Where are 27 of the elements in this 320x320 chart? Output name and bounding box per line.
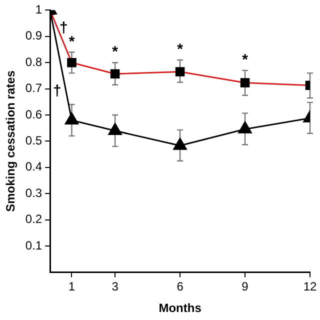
point <box>64 112 79 124</box>
y-tick-label: 0.2 <box>25 212 42 226</box>
y-tick-label: 0.4 <box>25 160 42 174</box>
y-tick-label: 0.3 <box>25 186 42 200</box>
annotation: * <box>112 44 118 61</box>
x-tick-label: 12 <box>303 280 317 294</box>
x-tick-label: 3 <box>112 280 119 294</box>
annotation: * <box>68 33 75 50</box>
point <box>238 121 252 134</box>
y-tick-label: 0.7 <box>25 81 42 96</box>
y-tick-label: 0.1 <box>25 238 42 252</box>
annotation: † <box>59 20 68 37</box>
x-axis-title: Months <box>158 301 202 316</box>
y-tick-label: 1 <box>35 2 42 17</box>
x-tick-label: 1 <box>68 280 76 294</box>
y-tick-label: 0.5 <box>25 134 42 148</box>
point <box>108 122 122 135</box>
y-axis-title: Smoking cessation rates <box>4 70 18 212</box>
x-tick-label: 6 <box>176 280 184 294</box>
y-tick-label: 0.8 <box>25 54 42 69</box>
annotation: * <box>177 41 184 58</box>
y-tick-label: 0.6 <box>25 107 42 122</box>
point <box>173 138 187 150</box>
annotation: * <box>242 52 248 69</box>
annotation: † <box>52 82 62 100</box>
x-tick-label: 9 <box>242 280 249 294</box>
y-tick-label: 0.9 <box>25 28 42 43</box>
